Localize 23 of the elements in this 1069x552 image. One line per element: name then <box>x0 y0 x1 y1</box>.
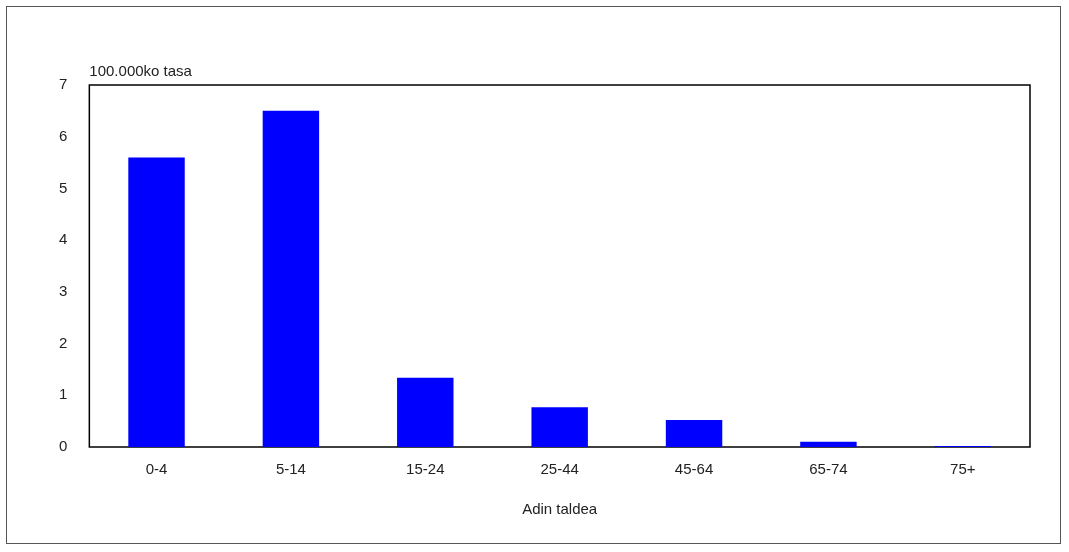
y-tick-label: 4 <box>59 230 68 248</box>
bar <box>397 377 454 447</box>
x-tick-label: 25-44 <box>540 460 579 478</box>
x-tick-label: 65-74 <box>809 460 848 478</box>
y-axis-title: 100.000ko tasa <box>89 61 193 79</box>
bar <box>262 110 320 447</box>
y-tick-label: 7 <box>59 75 68 93</box>
y-tick-label: 5 <box>59 178 68 196</box>
x-tick-label: 0-4 <box>145 460 168 478</box>
bar <box>531 407 588 447</box>
bar <box>128 157 185 447</box>
x-tick-label: 5-14 <box>275 460 306 478</box>
y-tick-label: 0 <box>59 437 68 455</box>
x-tick-label: 45-64 <box>674 460 714 478</box>
y-tick-label: 3 <box>59 282 68 299</box>
x-tick-label: 15-24 <box>406 460 445 478</box>
x-tick-label: 75+ <box>950 460 976 478</box>
bar <box>800 441 857 447</box>
bar <box>665 420 723 447</box>
y-tick-label: 2 <box>59 333 68 351</box>
x-axis-title: Adin taldea <box>522 500 598 518</box>
y-tick-label: 1 <box>59 385 68 403</box>
y-tick-label: 6 <box>59 126 68 144</box>
